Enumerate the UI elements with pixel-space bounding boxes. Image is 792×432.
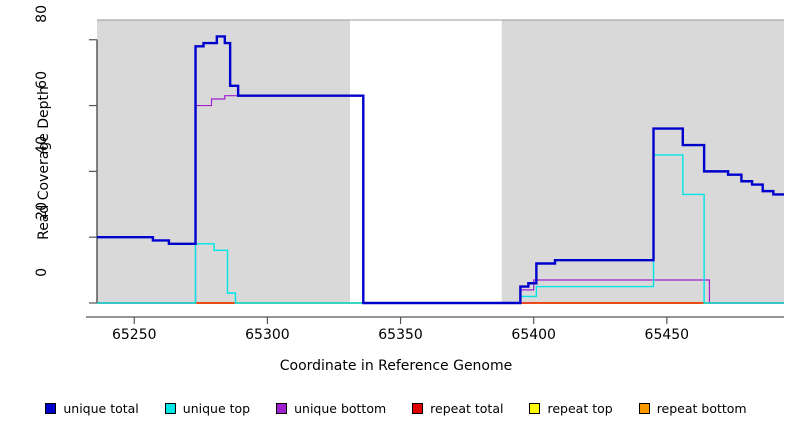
y-tick-label-4: 80 bbox=[34, 4, 50, 23]
legend-label: unique top bbox=[182, 400, 251, 416]
legend-item-repeat-total[interactable]: repeat total bbox=[412, 401, 503, 416]
x-tick-label-0: 65250 bbox=[111, 327, 157, 343]
x-axis-title: Coordinate in Reference Genome bbox=[279, 358, 513, 374]
legend-label: repeat top bbox=[547, 400, 613, 416]
legend-item-unique-total[interactable]: unique total bbox=[45, 400, 139, 416]
legend-label: repeat total bbox=[430, 400, 504, 416]
legend-item-unique-top[interactable]: unique top bbox=[164, 400, 251, 416]
legend-label: unique total bbox=[63, 400, 139, 416]
legend-swatch-icon bbox=[45, 402, 57, 414]
chart-legend: unique total unique top unique bottom repea… bbox=[0, 398, 792, 418]
legend-swatch-icon bbox=[276, 402, 288, 414]
shaded-region-1 bbox=[501, 20, 784, 303]
legend-swatch-icon bbox=[412, 402, 424, 414]
x-tick-label-4: 65450 bbox=[644, 327, 690, 343]
x-tick-label-1: 65300 bbox=[245, 327, 290, 343]
legend-item-repeat-bottom[interactable]: repeat bottom bbox=[638, 400, 747, 416]
legend-label: unique bottom bbox=[294, 400, 387, 416]
series-unique-total bbox=[97, 35, 784, 305]
legend-swatch-icon bbox=[529, 402, 541, 414]
x-tick-label-3: 65400 bbox=[511, 327, 556, 343]
legend-swatch-icon bbox=[164, 402, 176, 414]
legend-item-repeat-top[interactable]: repeat top bbox=[529, 400, 613, 416]
x-tick-label-2: 65350 bbox=[378, 327, 423, 343]
legend-item-unique-bottom[interactable]: unique bottom bbox=[276, 401, 386, 416]
shaded-region-0 bbox=[97, 20, 350, 303]
legend-label: repeat bottom bbox=[656, 400, 747, 416]
legend-swatch-icon bbox=[638, 402, 650, 414]
